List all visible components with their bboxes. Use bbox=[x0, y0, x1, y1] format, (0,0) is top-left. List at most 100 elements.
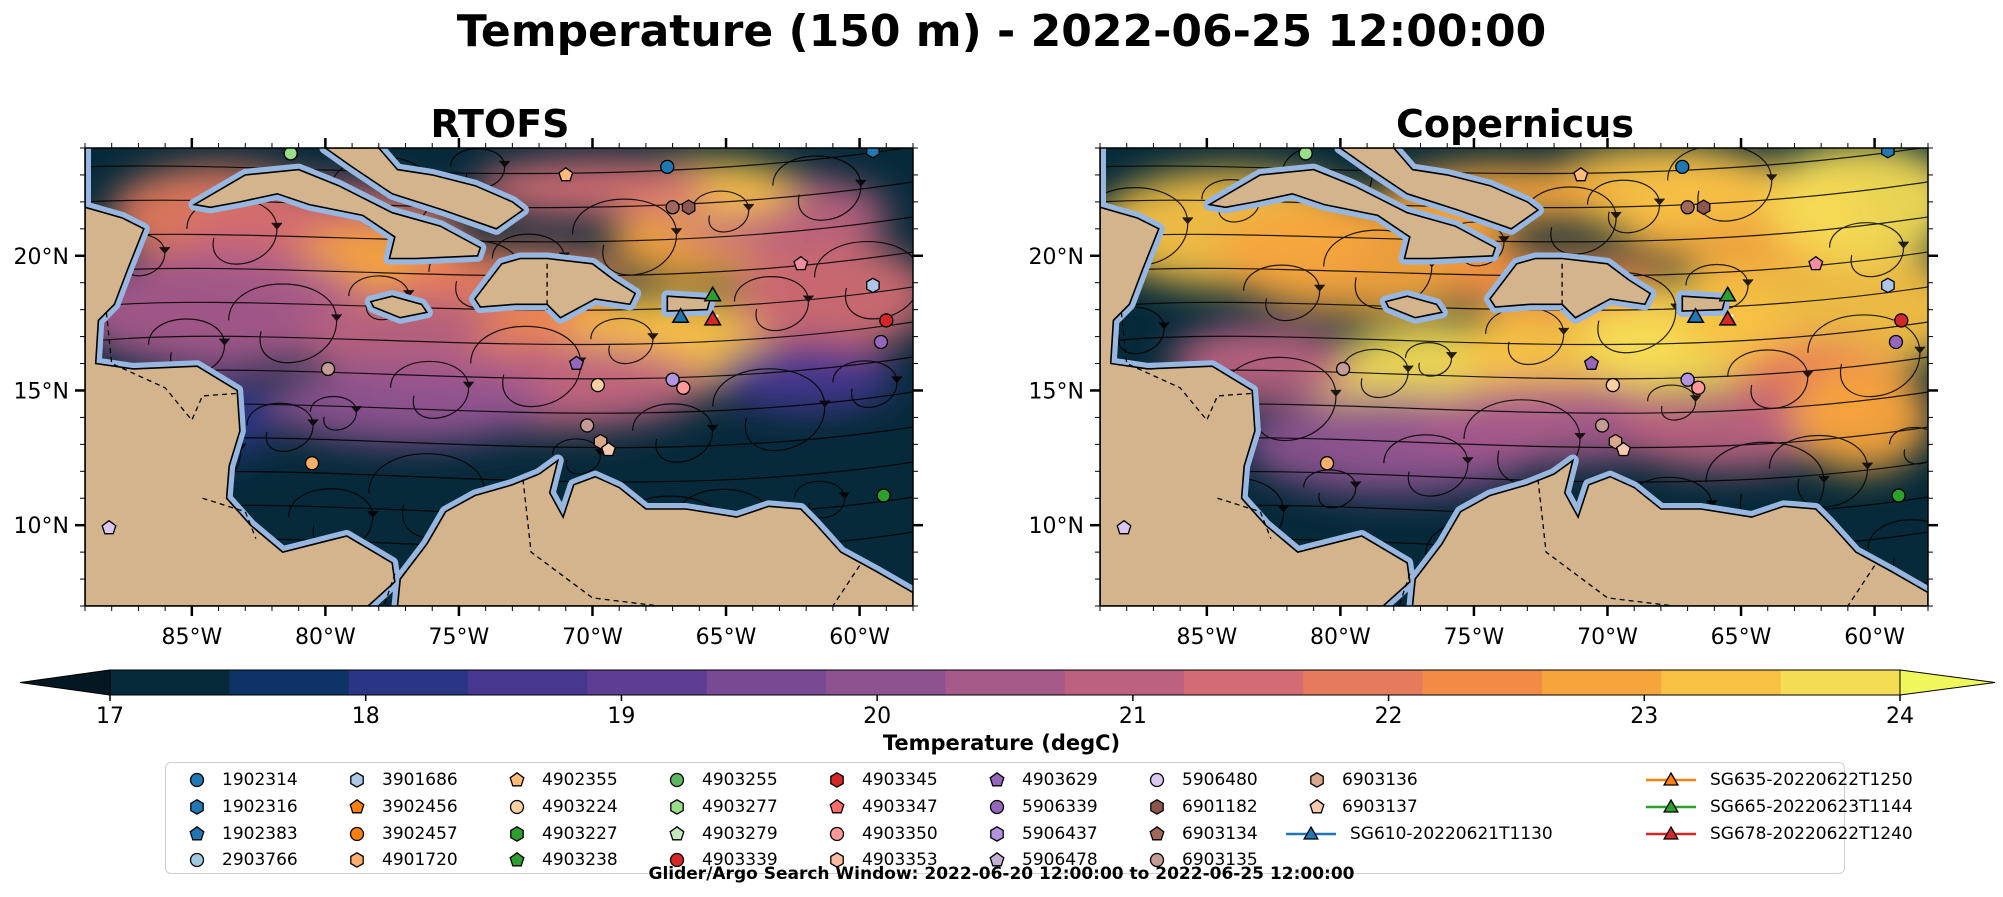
colorbar-segment bbox=[110, 670, 230, 695]
legend-label: SG610-20220621T1130 bbox=[1350, 824, 1553, 844]
lon-tick-label: 70°W bbox=[562, 625, 623, 650]
argo-float-marker bbox=[1298, 148, 1313, 161]
argo-float-marker bbox=[1615, 441, 1632, 457]
legend-item: 4903629 bbox=[986, 767, 1098, 793]
legend-item: 4903347 bbox=[826, 794, 938, 820]
legend-marker bbox=[669, 852, 685, 868]
legend-item: 2903766 bbox=[186, 847, 298, 873]
glider-legend-icon bbox=[1646, 771, 1696, 786]
colorbar-segment bbox=[468, 670, 588, 695]
temperature-colorbar: 17 18 19 20 21 22 23 24 bbox=[20, 669, 1996, 729]
colorbar-tick-label: 24 bbox=[1886, 704, 1914, 729]
float-legend-icon bbox=[669, 772, 685, 788]
colorbar-segment bbox=[706, 670, 827, 695]
float-legend-icon bbox=[509, 851, 525, 867]
glider-legend-icon bbox=[1646, 798, 1696, 813]
legend-label: 3902456 bbox=[382, 797, 458, 817]
legend-marker bbox=[1309, 798, 1325, 814]
legend-marker bbox=[670, 799, 684, 815]
legend-label: 3902457 bbox=[382, 824, 458, 844]
legend-label: 6903134 bbox=[1182, 824, 1258, 844]
map-frame bbox=[84, 147, 914, 607]
legend-label: 1902316 bbox=[222, 797, 298, 817]
argo-float-marker bbox=[1881, 148, 1895, 159]
argo-float-marker bbox=[866, 148, 880, 159]
legend-item: 4903339 bbox=[666, 847, 778, 873]
float-legend-icon bbox=[1310, 772, 1324, 788]
colorbar-under-extension bbox=[20, 669, 111, 696]
land-north-america bbox=[1100, 148, 1411, 606]
land-jamaica bbox=[369, 295, 429, 319]
colorbar-tick-label: 18 bbox=[352, 704, 380, 729]
legend-marker bbox=[349, 798, 365, 814]
country-border bbox=[1847, 565, 1876, 606]
legend-label: 4902355 bbox=[542, 770, 618, 790]
legend-marker bbox=[1310, 772, 1324, 788]
land-hispaniola bbox=[1489, 257, 1652, 319]
map-frame bbox=[1099, 147, 1929, 607]
legend-marker bbox=[1149, 772, 1165, 788]
legend-marker bbox=[1150, 799, 1164, 815]
copernicus-map-panel: 85°W 80°W 75°W 70°W 65°W 60°W 20°N 15°N 10°N bbox=[1029, 138, 1938, 650]
legend-item: SG610-20220621T1130 bbox=[1286, 821, 1553, 847]
argo-float-marker bbox=[660, 159, 675, 175]
colorbar-segment bbox=[1184, 670, 1304, 695]
legend-item: 3902457 bbox=[346, 821, 458, 847]
argo-float-marker bbox=[681, 199, 696, 216]
legend-marker bbox=[1149, 852, 1165, 868]
lat-tick-label: 15°N bbox=[14, 379, 69, 404]
float-legend-icon bbox=[990, 826, 1004, 842]
legend-marker bbox=[189, 825, 205, 841]
legend-item: 5906478 bbox=[986, 847, 1098, 873]
argo-float-marker bbox=[1888, 334, 1904, 350]
float-legend-icon bbox=[350, 852, 364, 868]
legend-label: 1902314 bbox=[222, 770, 298, 790]
legend-label: 4903255 bbox=[702, 770, 778, 790]
legend: 1902314 1902316 1902383 2903766 3901686 39024… bbox=[165, 762, 1913, 874]
argo-float-marker bbox=[1573, 166, 1589, 182]
country-border bbox=[1537, 479, 1675, 606]
argo-float-marker bbox=[593, 433, 608, 450]
legend-item: 6903137 bbox=[1306, 794, 1418, 820]
float-legend-icon bbox=[509, 799, 525, 815]
legend-item: 1902314 bbox=[186, 767, 298, 793]
country-border bbox=[202, 497, 257, 539]
legend-item: 5906480 bbox=[1146, 767, 1258, 793]
argo-float-marker bbox=[1894, 313, 1909, 328]
lat-tick-label: 10°N bbox=[14, 514, 69, 539]
legend-marker bbox=[509, 799, 525, 815]
legend-item: SG635-20220622T1250 bbox=[1646, 767, 1913, 793]
lat-tick-label: 10°N bbox=[1029, 514, 1084, 539]
argo-float-marker bbox=[676, 380, 691, 395]
legend-item: 4903350 bbox=[826, 821, 938, 847]
legend-label: 6901182 bbox=[1182, 797, 1258, 817]
colorbar-segment bbox=[1780, 670, 1901, 695]
argo-float-marker bbox=[1881, 277, 1895, 294]
lon-tick-label: 60°W bbox=[829, 625, 890, 650]
legend-label: 4903224 bbox=[542, 797, 618, 817]
float-legend-icon bbox=[349, 826, 365, 842]
land-cuba bbox=[192, 168, 482, 260]
legend-marker bbox=[190, 799, 204, 815]
lon-tick-label: 70°W bbox=[1577, 625, 1638, 650]
legend-marker bbox=[830, 852, 844, 868]
argo-float-marker bbox=[879, 313, 894, 328]
legend-item: 3902456 bbox=[346, 794, 458, 820]
colorbar-segment bbox=[1542, 670, 1662, 695]
float-legend-icon bbox=[830, 772, 844, 788]
legend-label: SG678-20220622T1240 bbox=[1710, 824, 1913, 844]
legend-label: SG635-20220622T1250 bbox=[1710, 770, 1913, 790]
argo-float-marker bbox=[101, 519, 117, 535]
float-legend-icon bbox=[1150, 799, 1164, 815]
argo-float-marker bbox=[1691, 380, 1706, 395]
legend-label: 5906339 bbox=[1022, 797, 1098, 817]
lon-tick-label: 60°W bbox=[1844, 625, 1905, 650]
country-border bbox=[383, 573, 396, 606]
legend-item: 4903255 bbox=[666, 767, 778, 793]
float-legend-icon bbox=[829, 798, 845, 814]
land-masses bbox=[85, 148, 913, 606]
colorbar-segment bbox=[826, 670, 946, 695]
argo-float-marker bbox=[304, 456, 320, 471]
glider-legend-icon bbox=[1286, 825, 1336, 840]
glider-marker bbox=[1718, 285, 1737, 302]
